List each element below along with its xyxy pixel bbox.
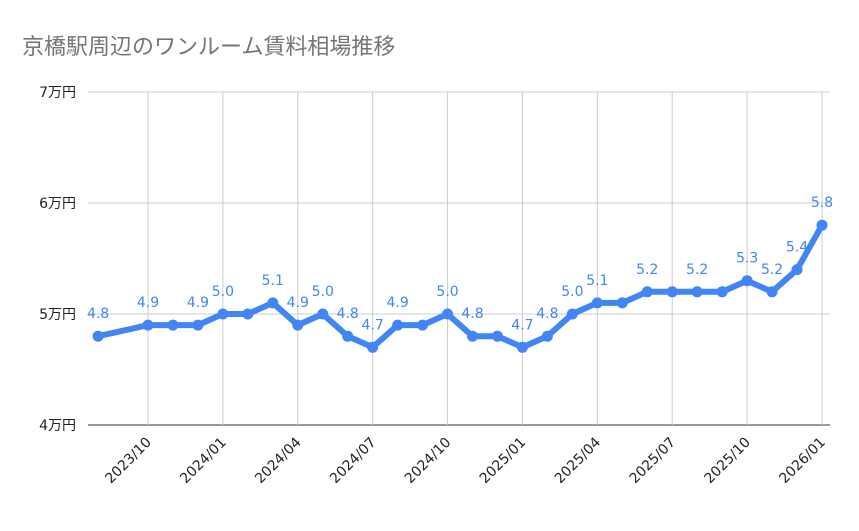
- data-label: 4.8: [87, 306, 109, 322]
- data-label: 5.0: [212, 284, 234, 300]
- data-label: 5.1: [586, 273, 608, 289]
- data-label: 4.8: [461, 306, 483, 322]
- data-point: [217, 308, 229, 320]
- data-point: [691, 286, 703, 298]
- x-tick-label: 2025/10: [701, 435, 753, 487]
- series-polyline: [97, 223, 825, 351]
- data-point: [92, 330, 104, 342]
- data-point: [641, 286, 653, 298]
- data-point: [491, 330, 503, 342]
- data-point: [741, 275, 753, 287]
- x-tick-label: 2025/04: [552, 434, 605, 487]
- data-point: [267, 297, 279, 309]
- data-point: [791, 264, 803, 276]
- data-point: [292, 319, 304, 331]
- data-point: [566, 308, 578, 320]
- data-point: [367, 341, 379, 353]
- data-point: [192, 319, 204, 331]
- chart-title: 京橋駅周辺のワンルーム賃料相場推移: [22, 35, 395, 60]
- data-point: [167, 319, 179, 331]
- data-label: 5.2: [686, 262, 708, 278]
- data-label: 5.0: [436, 284, 458, 300]
- data-point: [716, 286, 728, 298]
- data-point: [242, 308, 254, 320]
- data-label: 4.9: [137, 295, 159, 311]
- data-point: [317, 308, 329, 320]
- data-label: 5.1: [262, 273, 284, 289]
- data-point: [467, 330, 479, 342]
- data-point: [666, 286, 678, 298]
- y-tick-label: 7万円: [39, 85, 76, 101]
- x-tick-label: 2024/04: [252, 434, 305, 487]
- data-point: [516, 341, 528, 353]
- x-tick-label: 2025/01: [477, 435, 529, 487]
- x-tick-label: 2026/01: [776, 435, 828, 487]
- data-label: 4.7: [511, 317, 533, 333]
- data-label: 4.8: [337, 306, 359, 322]
- data-label: 5.8: [811, 195, 833, 211]
- data-label: 5.4: [786, 240, 808, 256]
- y-axis: 4万円 5万円 6万円 7万円: [39, 85, 76, 434]
- data-label: 5.2: [761, 262, 783, 278]
- data-label: 5.2: [636, 262, 658, 278]
- data-point: [616, 297, 628, 309]
- data-point: [417, 319, 429, 331]
- x-axis: 2023/10 2024/01 2024/04 2024/07 2024/10 2025/…: [102, 434, 828, 487]
- data-point: [766, 286, 778, 298]
- data-point: [591, 297, 603, 309]
- data-label: 5.0: [561, 284, 583, 300]
- data-point: [392, 319, 404, 331]
- data-point: [541, 330, 553, 342]
- x-tick-label: 2024/01: [177, 435, 229, 487]
- y-tick-label: 4万円: [39, 418, 76, 434]
- x-tick-label: 2024/07: [327, 435, 379, 487]
- data-point: [816, 219, 828, 231]
- data-label: 4.9: [187, 295, 209, 311]
- data-label: 4.9: [287, 295, 309, 311]
- data-labels: 4.84.9 4.95.05.14.95.04.84.74.95.04.84.74…: [87, 195, 833, 333]
- data-label: 4.9: [386, 295, 408, 311]
- y-tick-label: 6万円: [39, 196, 76, 212]
- data-label: 5.3: [736, 251, 758, 267]
- grid: [88, 91, 830, 426]
- y-tick-label: 5万円: [39, 307, 76, 323]
- series-line: [92, 219, 828, 353]
- x-tick-label: 2025/07: [627, 435, 679, 487]
- data-label: 4.8: [536, 306, 558, 322]
- data-label: 4.7: [362, 317, 384, 333]
- x-tick-label: 2023/10: [102, 435, 154, 487]
- data-point: [442, 308, 454, 320]
- data-label: 5.0: [312, 284, 334, 300]
- data-point: [342, 330, 354, 342]
- x-tick-label: 2024/10: [402, 435, 454, 487]
- data-point: [142, 319, 154, 331]
